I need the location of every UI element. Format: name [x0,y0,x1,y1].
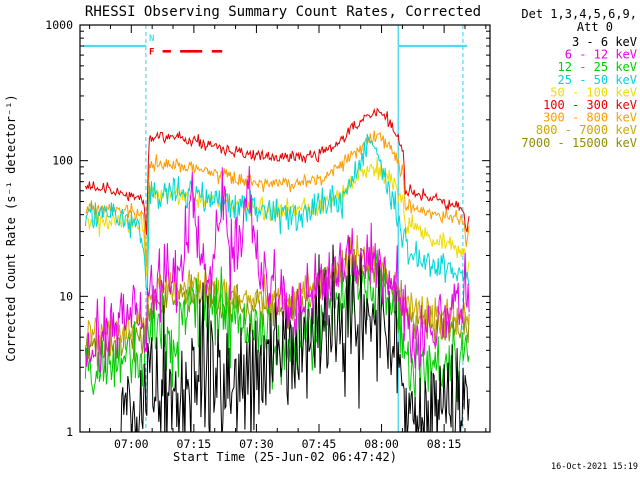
data-series [84,107,470,432]
x-tick-label: 07:15 [177,437,212,451]
y-axis-label: Corrected Count Rate (s⁻¹ detector⁻¹) [4,94,18,361]
legend-entry-2: 6 - 12 keV [565,48,637,62]
annotations: NF [149,34,223,57]
plot-frame [79,24,491,433]
series-line-3-6keV [120,236,470,432]
x-tick-label: 07:00 [114,437,149,451]
y-tick-label: 1 [66,425,73,439]
render-timestamp: 16-Oct-2021 15:19 [551,462,638,472]
legend-entry-5: 50 - 100 keV [550,85,637,99]
legend-entry-6: 100 - 300 keV [543,98,637,112]
axes: 07:00 07:15 07:30 07:45 08:00 08:15 1 10 100 1000 [45,18,491,451]
chart-title: RHESSI Observing Summary Count Rates, Co… [85,4,481,20]
series-line-6-12keV [84,165,470,374]
legend-entry-3: 12 - 25 keV [558,60,637,74]
night-label: N [149,34,154,44]
series-line-50-100keV [85,157,470,280]
x-tick-label: 08:00 [364,437,399,451]
legend-entry-1: 3 - 6 keV [572,35,637,49]
legend-entry-8: 800 - 7000 keV [536,123,637,137]
legend-detector-header: Det 1,3,4,5,6,9, [521,7,637,21]
series-line-100-300keV [84,107,470,235]
x-axis-label: Start Time (25-Jun-02 06:47:42) [173,450,397,464]
x-tick-label: 08:15 [427,437,462,451]
legend-entry-7: 300 - 800 keV [543,111,637,125]
flag-label: F [149,47,154,57]
legend-attenuator-header: Att 0 [577,20,613,34]
series-line-300-800keV [85,130,470,267]
legend-entry-9: 7000 - 15000 keV [521,136,637,150]
y-tick-label: 1000 [45,18,73,32]
series-line-25-50keV [84,133,470,290]
y-tick-label: 100 [52,154,73,168]
y-tick-label: 10 [59,289,73,303]
x-tick-label: 07:30 [239,437,274,451]
x-tick-label: 07:45 [302,437,337,451]
legend-entry-4: 25 - 50 keV [558,73,637,87]
